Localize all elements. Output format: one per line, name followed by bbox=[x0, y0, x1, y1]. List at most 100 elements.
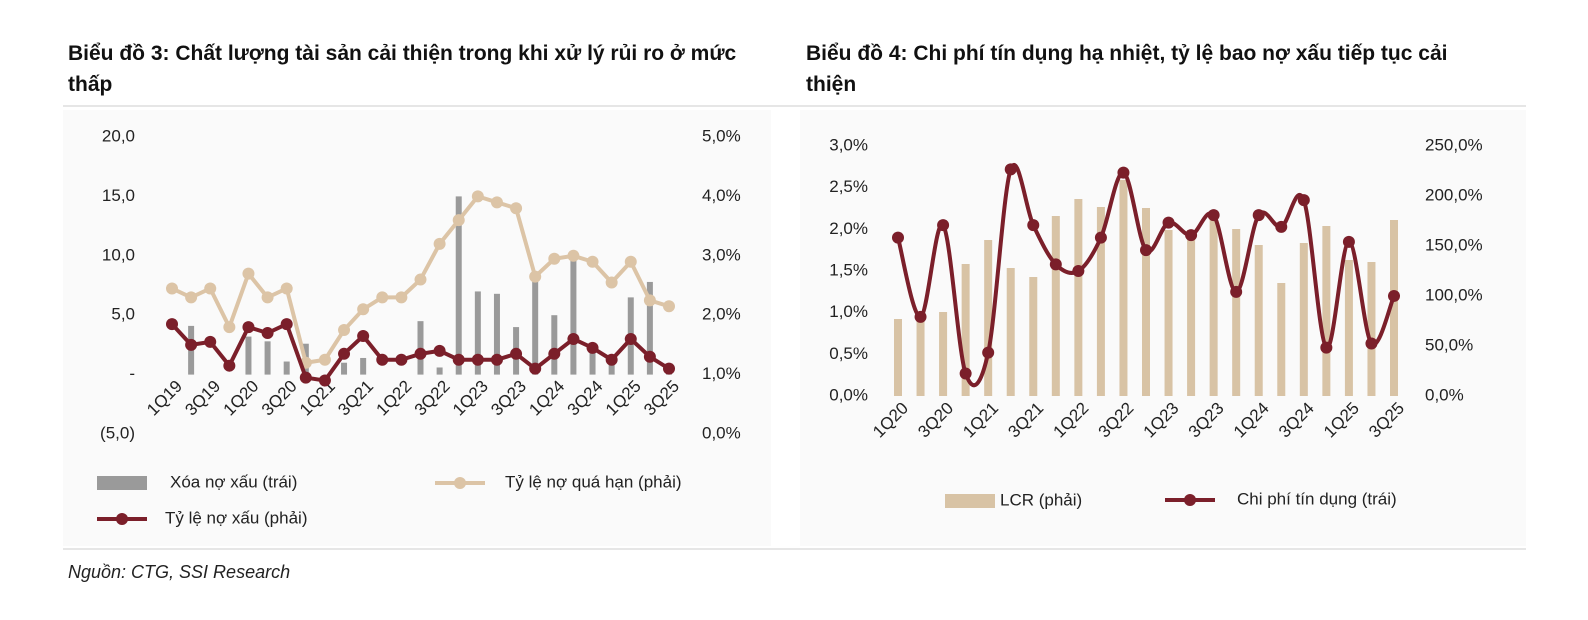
marker bbox=[1094, 231, 1107, 244]
bar bbox=[589, 350, 596, 375]
marker bbox=[357, 329, 370, 342]
legend-marker bbox=[116, 513, 128, 525]
y-tick-label: 0,0% bbox=[829, 385, 868, 404]
marker bbox=[586, 255, 599, 268]
marker bbox=[376, 291, 389, 304]
marker bbox=[414, 273, 427, 286]
marker bbox=[510, 202, 523, 215]
bar bbox=[916, 318, 925, 396]
marker bbox=[624, 255, 637, 268]
bar bbox=[1096, 207, 1105, 396]
bar bbox=[961, 264, 970, 396]
marker bbox=[624, 332, 637, 345]
y2-tick-label: 3,0% bbox=[702, 245, 741, 264]
marker bbox=[1230, 285, 1243, 298]
legend-marker bbox=[454, 477, 466, 489]
marker bbox=[338, 347, 351, 360]
marker bbox=[510, 347, 523, 360]
marker bbox=[414, 347, 427, 360]
marker bbox=[1117, 166, 1130, 179]
marker bbox=[1004, 163, 1017, 176]
bar bbox=[551, 315, 558, 375]
bar bbox=[1051, 216, 1060, 396]
y-tick-label: 2,0% bbox=[829, 219, 868, 238]
marker bbox=[1297, 194, 1310, 207]
marker bbox=[605, 353, 618, 366]
y2-tick-label: 100,0% bbox=[1425, 285, 1483, 304]
marker bbox=[1365, 337, 1378, 350]
marker bbox=[529, 362, 542, 375]
marker bbox=[242, 267, 255, 280]
legend-label: Chi phí tín dụng (trái) bbox=[1237, 489, 1397, 508]
y-tick-label: - bbox=[129, 364, 135, 383]
bar bbox=[1367, 262, 1376, 396]
chart-title: Biểu đồ 3: Chất lượng tài sản cải thiện … bbox=[68, 42, 737, 96]
marker bbox=[261, 327, 274, 340]
marker bbox=[185, 291, 198, 304]
marker bbox=[914, 310, 927, 323]
panel bbox=[800, 110, 1526, 546]
y2-tick-label: 4,0% bbox=[702, 186, 741, 205]
marker bbox=[1072, 265, 1085, 277]
y-tick-label: 1,0% bbox=[829, 302, 868, 321]
marker bbox=[433, 344, 446, 357]
source: Nguồn: CTG, SSI Research bbox=[68, 562, 291, 582]
marker bbox=[982, 346, 995, 359]
bar bbox=[1029, 277, 1038, 396]
marker bbox=[567, 249, 580, 262]
y2-tick-label: 250,0% bbox=[1425, 135, 1483, 154]
marker bbox=[1140, 244, 1152, 257]
marker bbox=[204, 282, 217, 295]
bar bbox=[1277, 283, 1286, 396]
y-tick-label: 10,0 bbox=[102, 245, 135, 264]
marker bbox=[1320, 341, 1333, 354]
marker bbox=[452, 353, 465, 366]
marker bbox=[166, 318, 178, 331]
bar bbox=[1074, 199, 1083, 396]
marker bbox=[937, 219, 950, 232]
bar bbox=[1164, 230, 1173, 396]
marker bbox=[204, 335, 217, 348]
marker bbox=[223, 321, 236, 334]
marker bbox=[586, 341, 599, 354]
legend-label: LCR (phải) bbox=[1000, 490, 1082, 509]
bar bbox=[493, 293, 500, 375]
bar bbox=[283, 361, 290, 375]
bar bbox=[1322, 226, 1331, 396]
marker bbox=[318, 374, 331, 387]
bar bbox=[474, 291, 481, 375]
bar bbox=[1299, 243, 1308, 396]
y2-tick-label: 200,0% bbox=[1425, 185, 1483, 204]
bar bbox=[1006, 268, 1015, 396]
bar bbox=[608, 362, 615, 375]
marker bbox=[1388, 290, 1400, 302]
marker bbox=[357, 303, 370, 316]
marker bbox=[567, 332, 580, 345]
bar bbox=[1187, 230, 1196, 396]
marker bbox=[299, 371, 312, 384]
marker bbox=[643, 350, 656, 363]
y-tick-label: 20,0 bbox=[102, 126, 135, 145]
y2-tick-label: 1,0% bbox=[702, 364, 741, 383]
marker bbox=[1049, 258, 1062, 271]
marker bbox=[395, 353, 408, 366]
bar bbox=[984, 240, 993, 396]
marker bbox=[452, 214, 465, 227]
marker bbox=[1162, 216, 1175, 229]
marker bbox=[223, 359, 236, 372]
marker bbox=[1027, 219, 1040, 232]
chart-title: Biểu đồ 4: Chi phí tín dụng hạ nhiệt, tỷ… bbox=[806, 42, 1448, 96]
marker bbox=[605, 276, 618, 289]
marker bbox=[471, 353, 484, 366]
marker bbox=[1275, 220, 1288, 233]
marker bbox=[1342, 235, 1355, 248]
y-tick-label: 15,0 bbox=[102, 186, 135, 205]
y-tick-label: 3,0% bbox=[829, 135, 868, 154]
bar bbox=[1390, 220, 1398, 396]
marker bbox=[663, 362, 675, 375]
y-tick-label: 2,5% bbox=[829, 177, 868, 196]
marker bbox=[376, 353, 389, 366]
bar bbox=[939, 312, 948, 396]
marker bbox=[529, 270, 542, 283]
marker bbox=[548, 347, 561, 360]
